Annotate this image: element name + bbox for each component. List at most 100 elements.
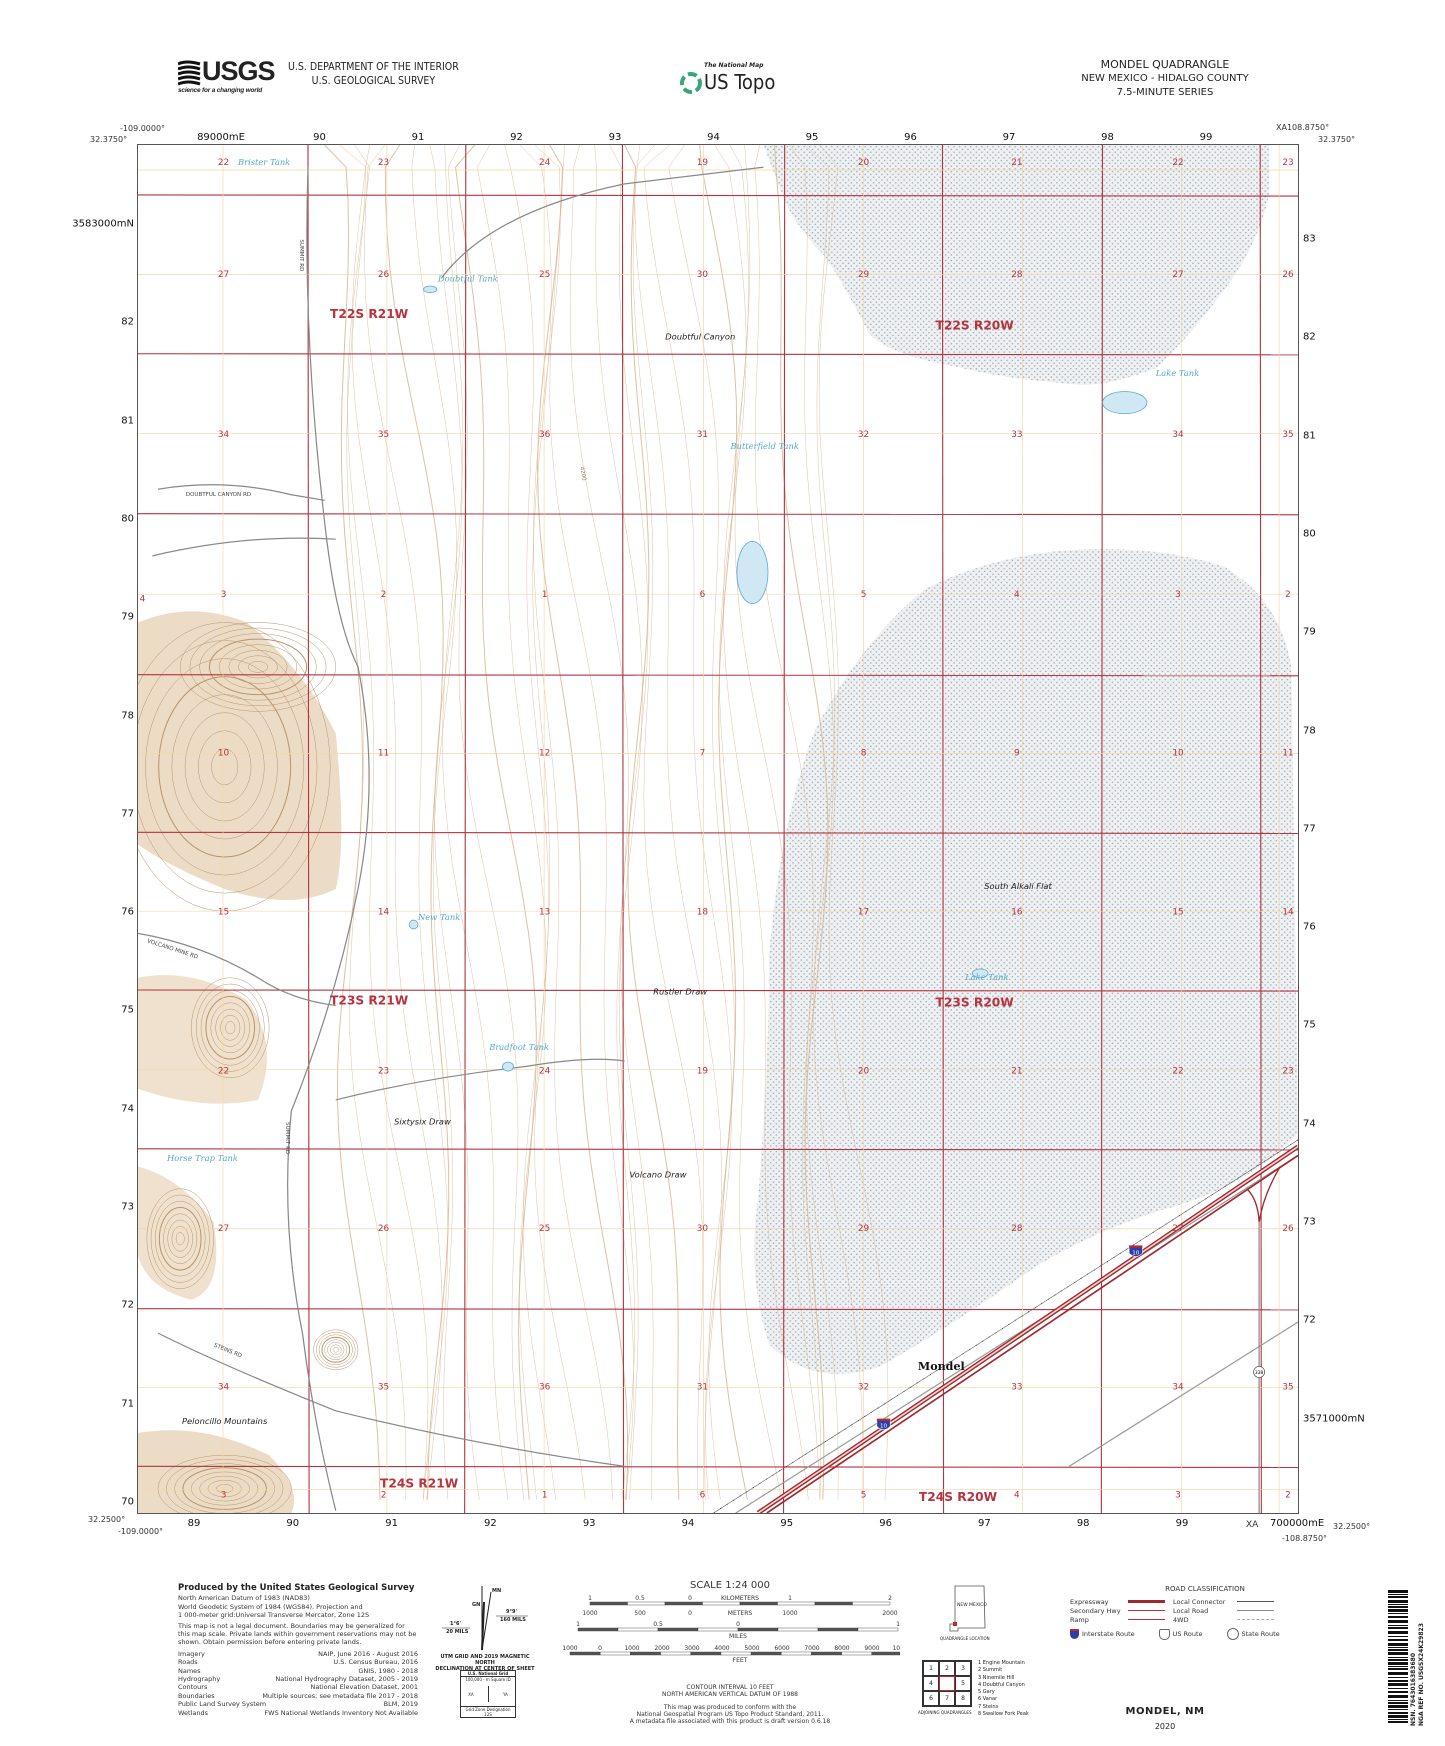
- source-row: Public Land Survey System BLM, 2019: [178, 1700, 418, 1708]
- legend-label: Ramp: [1070, 1615, 1089, 1624]
- quad-title: MONDEL QUADRANGLE: [1100, 58, 1230, 71]
- declination-angle: 9°9': [506, 1609, 517, 1615]
- scale-label: 1: [588, 1595, 592, 1602]
- contour-line: [199, 633, 317, 701]
- section-number: 22: [1172, 1066, 1183, 1076]
- barcode-bar: [1388, 1709, 1408, 1710]
- scale-label: 500: [634, 1610, 646, 1617]
- contour-line: [210, 1002, 250, 1053]
- section-number: 10: [218, 749, 230, 759]
- contour-line: [818, 144, 889, 1500]
- contour-line: [442, 144, 509, 1500]
- scale-unit: MILES: [729, 1633, 747, 1640]
- section-number: 32: [858, 430, 869, 440]
- contour-line: [332, 1347, 339, 1353]
- source-row: Roads U.S. Census Bureau, 2016: [178, 1658, 418, 1666]
- section-number: 25: [539, 1224, 550, 1234]
- adjoining-caption: ADJOINING QUADRANGLES: [918, 1710, 972, 1715]
- barcode-bar: [1388, 1604, 1408, 1605]
- scale-label: 0: [598, 1645, 602, 1652]
- contour-line: [321, 1336, 351, 1363]
- section-number: 35: [1282, 430, 1293, 440]
- section-number: 26: [1282, 270, 1294, 280]
- contour-line: [191, 977, 270, 1078]
- contour-line: [318, 1334, 353, 1366]
- barcode-bar: [1388, 1600, 1408, 1603]
- scale-label: 8000: [834, 1645, 849, 1652]
- contour-line: [225, 1021, 236, 1035]
- contour-line: [208, 638, 308, 696]
- contour-line: [455, 144, 537, 1500]
- credits-heading: Produced by the United States Geological…: [178, 1583, 415, 1593]
- section-number: 4: [1014, 1490, 1020, 1500]
- section-number: 19: [697, 158, 709, 168]
- northing-tick-label: 72: [121, 1299, 134, 1311]
- source-label: Public Land Survey System: [178, 1700, 267, 1709]
- barcode-bar: [1388, 1688, 1408, 1689]
- standard-line: This map was produced to conform with th…: [663, 1704, 797, 1711]
- barcode-bar: [1388, 1705, 1408, 1708]
- northing-tick-label: 83: [1303, 233, 1316, 245]
- mn-label: MN: [492, 1588, 502, 1594]
- road-name: DOUBTFUL CANYON RD: [186, 492, 251, 498]
- feature-name: Doubtful Canyon: [665, 331, 735, 341]
- northing-tick-label: 75: [1303, 1019, 1316, 1031]
- scale-segment: [737, 1627, 779, 1632]
- easting-tick-label: 89: [187, 1518, 201, 1529]
- map-canvas: T22S R21W T22S R20W T23S R21W T23S R20W …: [118, 144, 1300, 1523]
- declination-caption: DECLINATION AT CENTER OF SHEET: [435, 1666, 535, 1672]
- recycle-globe-icon: [680, 72, 702, 94]
- section-number: 34: [1172, 1383, 1184, 1393]
- sheet-year: 2020: [1154, 1722, 1176, 1731]
- source-label: Names: [178, 1666, 201, 1675]
- contour-line: [220, 1015, 241, 1041]
- contour-line: [699, 144, 748, 1500]
- section-number: 20: [858, 1066, 870, 1076]
- scale-segment: [697, 1627, 739, 1632]
- contour-line: [228, 649, 288, 684]
- section-number: 3: [221, 590, 227, 600]
- contour-line: [411, 144, 458, 1500]
- datum-line: World Geodetic System of 1984 (WGS84). P…: [178, 1602, 363, 1611]
- adjoining-name: 6 Vanar: [978, 1696, 998, 1703]
- section-line: [783, 144, 786, 1514]
- feature-name: Rustler Draw: [653, 986, 707, 996]
- adjoining-cell: 6: [923, 1691, 939, 1706]
- secondary-swatch: [1128, 1610, 1165, 1611]
- barcode-bar: [1388, 1639, 1408, 1641]
- barcode-bar: [1388, 1677, 1408, 1678]
- section-line: [137, 194, 1299, 197]
- water-name: Butterfield Tank: [729, 441, 799, 451]
- barcode-bar: [1388, 1700, 1408, 1701]
- scale-segment: [857, 1627, 899, 1632]
- contour-line: [145, 658, 305, 876]
- northing-tick-label: 82: [1303, 331, 1316, 343]
- scale-segment: [702, 1601, 741, 1606]
- barcode-bar: [1388, 1590, 1408, 1593]
- northing-tick-label: 78: [121, 710, 134, 721]
- easting-tick-label: 91: [385, 1518, 398, 1529]
- section-line: [621, 144, 625, 1514]
- scale-segment: [630, 1651, 661, 1656]
- scale-segment: [777, 1627, 819, 1632]
- topographic-map[interactable]: T22S R21W T22S R20W T23S R21W T23S R20W …: [118, 144, 1300, 1523]
- interchange-ramp: [1246, 1166, 1281, 1223]
- section-number: 2: [381, 590, 387, 600]
- water-features: [408, 285, 1148, 1072]
- section-number: 24: [539, 1066, 551, 1076]
- section-number: 35: [1282, 1383, 1293, 1393]
- scale-label: 0: [688, 1595, 692, 1602]
- local-road-swatch: [1237, 1610, 1274, 1611]
- source-row: Boundaries Multiple sources; see metadata…: [178, 1692, 418, 1700]
- section-number: 25: [539, 270, 550, 280]
- north-arrow-icon: [442, 1586, 528, 1651]
- section-number: 34: [1172, 430, 1184, 440]
- scale-segment: [690, 1651, 722, 1656]
- 4wd-swatch: [1237, 1619, 1274, 1620]
- section-number: 30: [697, 1224, 709, 1234]
- easting-tick-label: 93: [608, 132, 622, 143]
- declination-diagram: MN GN 1°6' 20 MILS 9°9' 160 MILS UTM GRI…: [430, 1582, 540, 1732]
- section-number: 14: [378, 908, 390, 918]
